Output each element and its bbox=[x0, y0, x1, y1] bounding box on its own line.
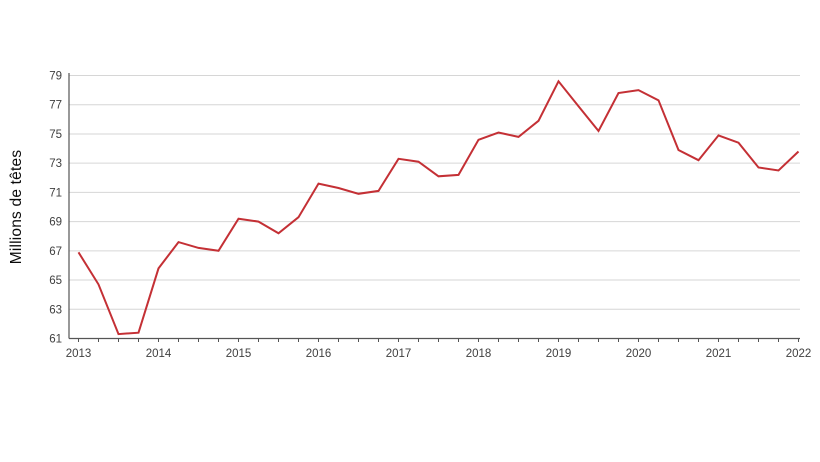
y-tick-label: 75 bbox=[49, 129, 62, 141]
gridlines bbox=[69, 75, 800, 310]
data-series bbox=[77, 79, 800, 336]
y-tick-label: 77 bbox=[49, 100, 62, 112]
x-tick-label: 2022 bbox=[786, 348, 812, 360]
y-tick-label: 71 bbox=[49, 187, 62, 199]
x-tick-label: 2015 bbox=[226, 348, 252, 360]
y-axis-title: Millions de têtes bbox=[8, 150, 25, 265]
y-tick-label: 73 bbox=[49, 158, 62, 170]
x-tick-label: 2013 bbox=[66, 348, 92, 360]
x-tick-label: 2017 bbox=[386, 348, 412, 360]
y-tick-labels: 61 63 65 67 69 71 73 75 77 79 bbox=[49, 71, 62, 346]
y-tick-label: 79 bbox=[49, 71, 62, 83]
x-tick-label: 2014 bbox=[146, 348, 172, 360]
y-tick-label: 63 bbox=[49, 304, 62, 316]
x-tick-label: 2018 bbox=[466, 348, 492, 360]
y-tick-label: 69 bbox=[49, 217, 62, 229]
x-tick-label: 2016 bbox=[306, 348, 332, 360]
x-tick-label: 2019 bbox=[546, 348, 572, 360]
data-series-line bbox=[77, 79, 800, 336]
axes bbox=[68, 73, 800, 342]
y-tick-label: 67 bbox=[49, 246, 62, 258]
y-tick-label: 61 bbox=[49, 334, 62, 346]
x-tick-label: 2020 bbox=[626, 348, 652, 360]
y-tick-label: 65 bbox=[49, 275, 62, 287]
x-tick-labels: 2013 2014 2015 2016 2017 2018 2019 2020 2021 2022 bbox=[66, 348, 812, 360]
x-tick-label: 2021 bbox=[706, 348, 732, 360]
